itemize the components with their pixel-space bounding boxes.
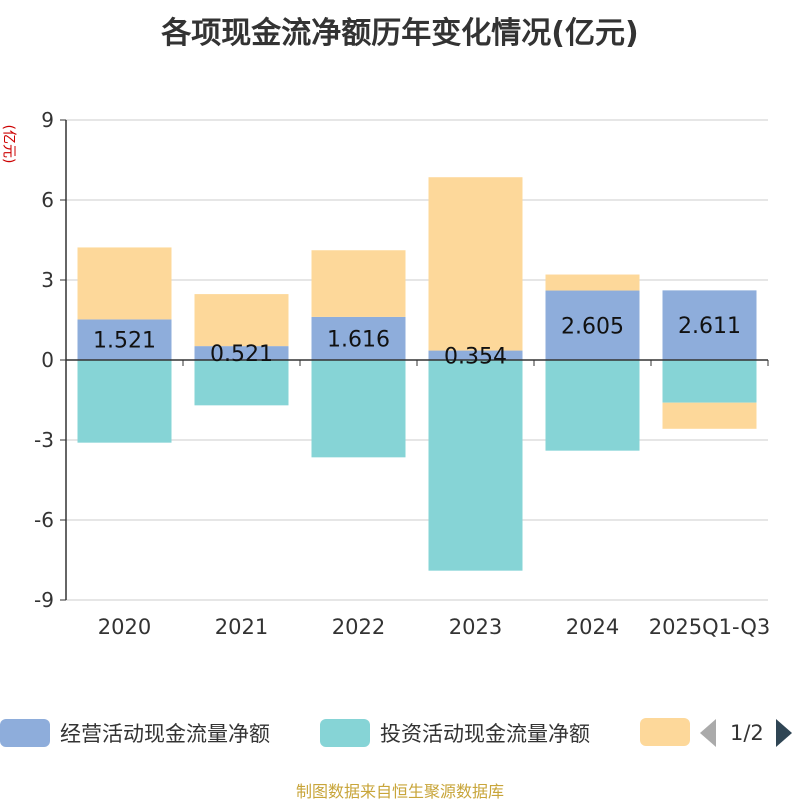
legend-item-financing[interactable] [640, 718, 700, 746]
data-label: 2.611 [678, 314, 741, 339]
bar-2-2021 [194, 360, 289, 406]
bar-2-2025Q1-Q3 [662, 360, 757, 403]
bar-2-2023 [428, 360, 523, 571]
y-tick-label: -9 [34, 588, 54, 612]
y-tick-label: 9 [41, 108, 54, 132]
legend-label-investing: 投资活动现金流量净额 [380, 722, 590, 746]
y-tick-label: 3 [41, 268, 54, 292]
bar-3-2022 [311, 250, 406, 317]
bar-1-2021 [194, 346, 289, 360]
legend-swatch-investing [320, 719, 370, 747]
bar-1-2022 [311, 316, 406, 360]
x-tick-label: 2022 [332, 615, 385, 639]
bar-2-2024 [545, 360, 640, 451]
data-label: 0.354 [444, 344, 507, 369]
source-note: 制图数据来自恒生聚源数据库 [295, 782, 504, 801]
legend-prev-icon[interactable] [700, 719, 716, 747]
bar-1-2023 [428, 350, 523, 360]
legend-pager: 1/2 [700, 718, 792, 748]
bar-3-2025Q1-Q3 [662, 402, 757, 429]
data-label: 1.521 [93, 329, 156, 354]
legend: 经营活动现金流量净额 投资活动现金流量净额 1/2 [0, 712, 800, 756]
legend-swatch-operating [0, 719, 50, 747]
chart-title: 各项现金流净额历年变化情况(亿元) [161, 16, 639, 51]
data-label: 1.616 [327, 327, 390, 352]
stacked-bar-chart: 9 6 3 0 -3 -6 -9 2020 2021 2022 2023 2024 2025Q1-Q3 1… [34, 108, 771, 639]
bar-3-2021 [194, 294, 289, 347]
y-tick-label: 0 [41, 348, 54, 372]
x-tick-label: 2021 [215, 615, 268, 639]
legend-label-operating: 经营活动现金流量净额 [60, 722, 270, 746]
data-label: 0.521 [210, 342, 273, 367]
legend-item-investing[interactable]: 投资活动现金流量净额 [320, 718, 590, 748]
x-tick-label: 2025Q1-Q3 [649, 615, 771, 639]
legend-swatch-financing [640, 718, 690, 746]
bar-3-2020 [77, 247, 172, 320]
y-tick-label: -3 [34, 428, 54, 452]
x-tick-label: 2020 [98, 615, 151, 639]
legend-item-operating[interactable]: 经营活动现金流量净额 [0, 718, 270, 748]
y-tick-label: -6 [34, 508, 54, 532]
bar-2-2022 [311, 360, 406, 458]
bar-1-2020 [77, 319, 172, 360]
bar-1-2025Q1-Q3 [662, 290, 757, 360]
legend-next-icon[interactable] [775, 719, 792, 747]
bar-2-2020 [77, 360, 172, 443]
x-tick-label: 2023 [449, 615, 502, 639]
bar-3-2023 [428, 177, 523, 351]
y-tick-label: 6 [41, 188, 54, 212]
bar-1-2024 [545, 290, 640, 360]
x-tick-label: 2024 [566, 615, 619, 639]
bar-3-2024 [545, 274, 640, 291]
data-label: 2.605 [561, 314, 624, 339]
legend-page-indicator: 1/2 [730, 721, 764, 745]
